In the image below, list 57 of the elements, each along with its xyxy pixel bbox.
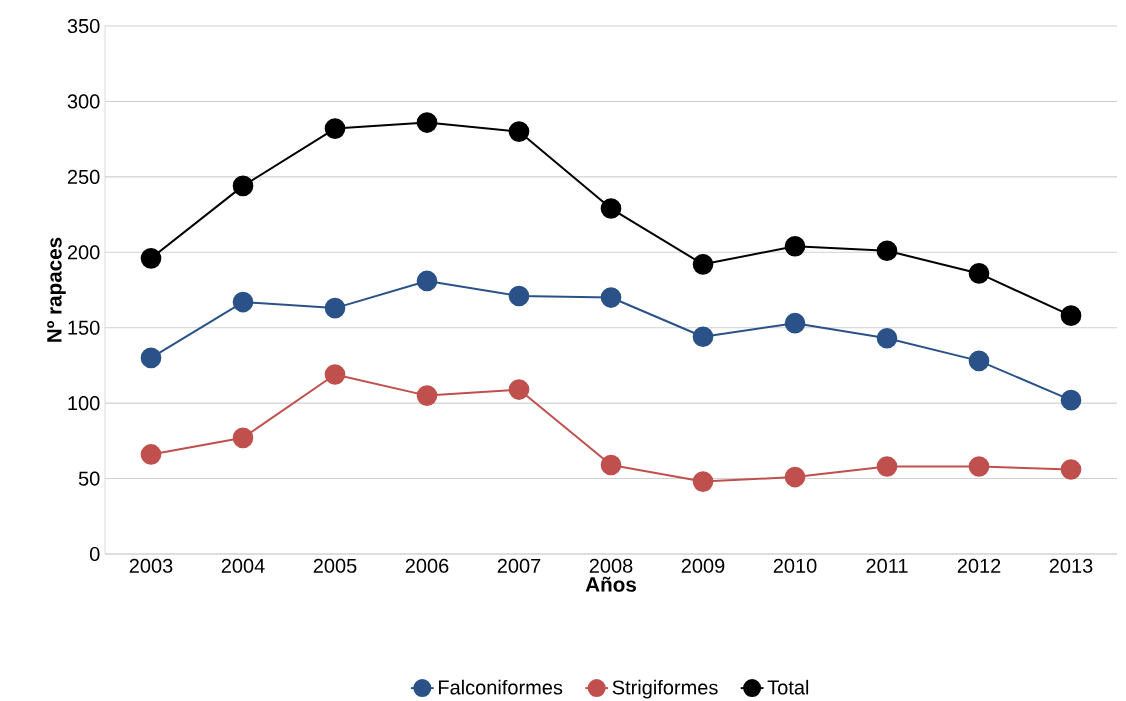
point bbox=[508, 285, 530, 307]
x-tick-label: 2008 bbox=[589, 558, 633, 573]
point bbox=[968, 456, 990, 477]
y-tick-label: 50 bbox=[78, 471, 100, 486]
point bbox=[232, 175, 254, 197]
x-tick-label: 2009 bbox=[681, 558, 725, 573]
legend-label: Falconiformes bbox=[438, 679, 563, 695]
y-tick-label: 200 bbox=[67, 245, 100, 260]
y-tick-label: 250 bbox=[67, 169, 100, 184]
x-tick-label: 2005 bbox=[313, 558, 357, 573]
point bbox=[968, 350, 990, 372]
point bbox=[876, 240, 898, 262]
point bbox=[1060, 459, 1082, 480]
x-tick-label: 2006 bbox=[405, 558, 449, 573]
legend-label: Strigiformes bbox=[612, 679, 718, 699]
y-axis-title: Nº rapaces bbox=[47, 237, 66, 342]
x-axis-title: Años bbox=[585, 576, 636, 592]
x-tick-label: 2012 bbox=[957, 558, 1001, 573]
point bbox=[508, 121, 530, 142]
point bbox=[232, 291, 254, 313]
point bbox=[416, 270, 438, 292]
y-tick-label: 350 bbox=[67, 18, 100, 34]
point bbox=[692, 471, 714, 492]
x-tick-label: 2011 bbox=[866, 558, 908, 573]
y-tick-label: 150 bbox=[68, 320, 100, 335]
point bbox=[784, 312, 806, 334]
point bbox=[232, 427, 254, 449]
point bbox=[876, 327, 898, 349]
point bbox=[1060, 389, 1082, 411]
point bbox=[324, 364, 346, 385]
point bbox=[600, 198, 622, 219]
point bbox=[324, 297, 346, 319]
y-tick-label: 100 bbox=[68, 396, 100, 411]
point bbox=[140, 247, 162, 269]
point bbox=[600, 287, 622, 308]
x-tick-label: 2007 bbox=[497, 558, 541, 573]
legend-label: Total bbox=[767, 679, 809, 695]
point bbox=[508, 379, 530, 400]
point bbox=[416, 385, 438, 406]
point bbox=[140, 347, 162, 369]
point bbox=[968, 263, 990, 284]
y-tick-label: 0 bbox=[89, 546, 100, 562]
point bbox=[140, 444, 162, 465]
point bbox=[692, 254, 714, 275]
point bbox=[784, 466, 806, 488]
point bbox=[600, 454, 622, 476]
x-tick-label: 2010 bbox=[773, 558, 817, 573]
point bbox=[1060, 305, 1082, 326]
point bbox=[784, 235, 806, 257]
x-tick-label: 2013 bbox=[1049, 558, 1093, 573]
y-tick-label: 300 bbox=[67, 94, 100, 109]
point bbox=[416, 112, 438, 133]
point bbox=[692, 326, 714, 348]
x-tick-label: 2003 bbox=[129, 558, 173, 573]
x-tick-label: 2004 bbox=[221, 558, 265, 573]
point bbox=[876, 456, 898, 477]
point bbox=[324, 118, 346, 139]
